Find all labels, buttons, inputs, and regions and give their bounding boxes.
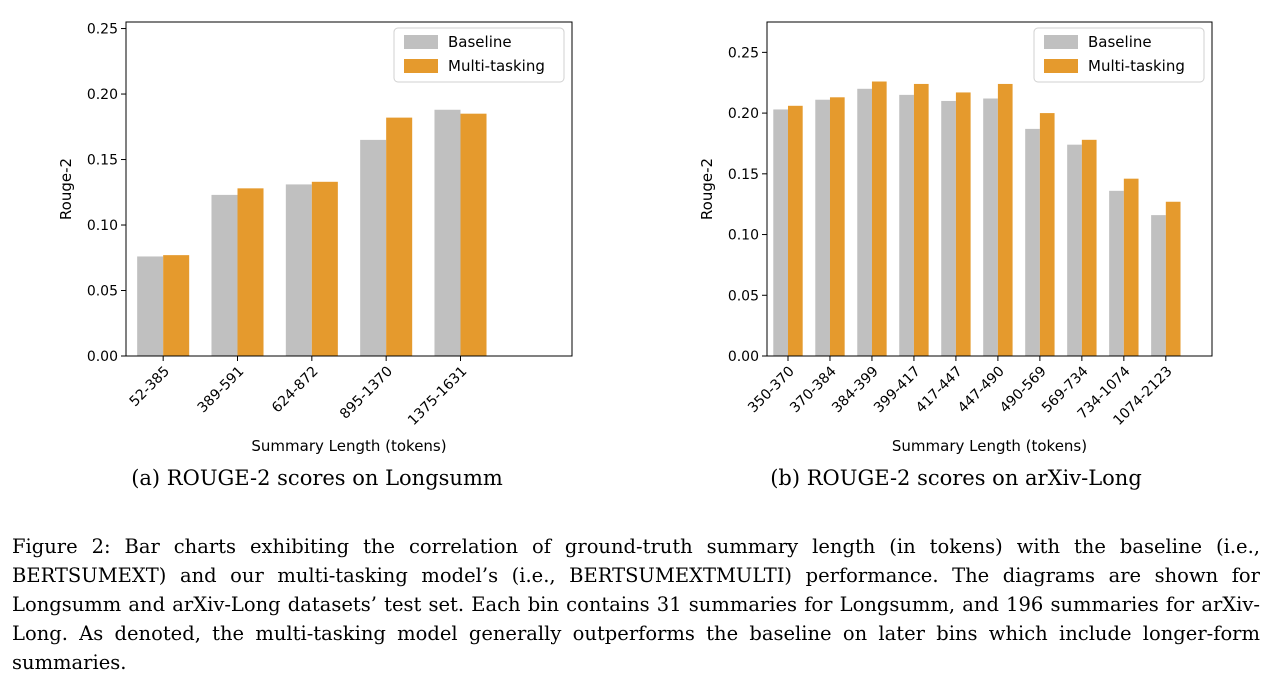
x-axis-label: Summary Length (tokens)	[892, 437, 1087, 455]
bar-multi-tasking-350-370	[787, 105, 803, 356]
bar-baseline-399-417	[899, 94, 914, 356]
bar-multi-tasking-370-384	[829, 97, 845, 356]
y-tick-label: 0.10	[728, 228, 759, 244]
y-tick-label: 0.05	[728, 288, 759, 304]
bar-baseline-569-734	[1067, 144, 1082, 356]
y-tick-label: 0.25	[87, 22, 118, 38]
subcaption-b: (b) ROUGE-2 scores on arXiv-Long	[770, 466, 1142, 490]
y-axis-label: Rouge-2	[57, 158, 75, 220]
bar-baseline-1074-2123	[1151, 215, 1166, 356]
y-tick-label: 0.10	[87, 218, 118, 234]
bar-multi-tasking-624-872	[311, 181, 338, 356]
legend-swatch	[1044, 59, 1078, 73]
bar-multi-tasking-447-490	[997, 83, 1013, 356]
bar-multi-tasking-1375-1631	[460, 113, 487, 356]
y-tick-label: 0.25	[728, 45, 759, 61]
bar-baseline-624-872	[285, 184, 312, 356]
legend-label: Multi-tasking	[448, 57, 545, 75]
legend-label: Multi-tasking	[1088, 57, 1185, 75]
bar-multi-tasking-734-1074	[1123, 178, 1139, 356]
bar-baseline-734-1074	[1109, 190, 1124, 356]
x-tick-label: 389-591	[195, 364, 248, 417]
bar-baseline-490-569	[1025, 128, 1040, 356]
x-tick-label: 1375-1631	[405, 364, 470, 429]
y-tick-label: 0.15	[728, 167, 759, 183]
legend-swatch	[404, 35, 438, 49]
chart-arxiv-long: 350-370370-384384-399399-417417-447447-4…	[698, 21, 1213, 455]
bar-multi-tasking-389-591	[237, 188, 264, 356]
y-tick-label: 0.20	[728, 106, 759, 122]
x-axis-label: Summary Length (tokens)	[251, 437, 446, 455]
figure-caption: Figure 2: Bar charts exhibiting the corr…	[12, 535, 1260, 674]
bar-baseline-52-385	[137, 256, 164, 356]
y-tick-label: 0.00	[728, 349, 759, 365]
plot-frame	[125, 21, 573, 357]
bar-multi-tasking-490-569	[1039, 113, 1055, 356]
bar-baseline-447-490	[983, 98, 998, 357]
bar-baseline-895-1370	[360, 139, 387, 356]
bar-baseline-1375-1631	[434, 109, 461, 356]
y-tick-label: 0.00	[87, 349, 118, 365]
y-tick-label: 0.05	[87, 284, 118, 300]
y-axis-label: Rouge-2	[698, 158, 716, 220]
legend-swatch	[404, 59, 438, 73]
bar-baseline-350-370	[773, 109, 788, 357]
x-tick-label: 52-385	[127, 364, 173, 410]
bar-multi-tasking-384-399	[871, 81, 887, 356]
bar-baseline-384-399	[857, 88, 872, 357]
y-tick-label: 0.15	[87, 153, 118, 169]
subcaption-a: (a) ROUGE-2 scores on Longsumm	[131, 466, 503, 490]
x-tick-label: 624-872	[269, 364, 322, 417]
legend-label: Baseline	[1088, 33, 1152, 51]
bar-multi-tasking-1074-2123	[1165, 201, 1181, 356]
bar-baseline-417-447	[941, 100, 956, 356]
bar-baseline-389-591	[211, 194, 238, 356]
legend-label: Baseline	[448, 33, 512, 51]
bar-multi-tasking-399-417	[913, 83, 929, 356]
bar-multi-tasking-569-734	[1081, 139, 1097, 356]
chart-longsumm: 52-385 389-591 624-872 895-1370 1375-1631 0.0…	[57, 21, 573, 455]
plot-frame	[766, 21, 1213, 357]
legend-swatch	[1044, 35, 1078, 49]
bar-multi-tasking-52-385	[163, 255, 190, 356]
bar-multi-tasking-417-447	[955, 92, 971, 356]
bar-baseline-370-384	[815, 99, 830, 357]
bar-multi-tasking-895-1370	[386, 117, 413, 356]
y-tick-label: 0.20	[87, 87, 118, 103]
x-tick-label: 895-1370	[337, 364, 396, 423]
